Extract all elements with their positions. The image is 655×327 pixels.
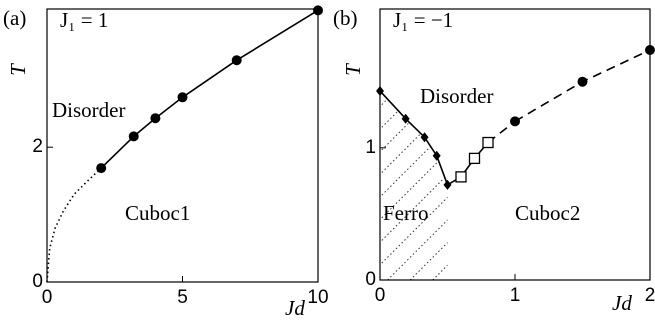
marker bbox=[401, 113, 410, 124]
marker bbox=[150, 113, 161, 124]
marker bbox=[468, 152, 481, 165]
marker bbox=[482, 136, 494, 149]
y-tick-label: 0 bbox=[365, 269, 376, 290]
annotation: Cuboc1 bbox=[125, 201, 190, 225]
series-line bbox=[46, 167, 102, 283]
x-tick-label: 0 bbox=[42, 287, 53, 308]
marker bbox=[177, 92, 188, 103]
y-tick-label: 0 bbox=[32, 271, 43, 292]
x-tick-label: 0 bbox=[375, 285, 386, 306]
marker bbox=[420, 132, 429, 143]
x-tick-label: 10 bbox=[307, 287, 328, 308]
x-axis-label: Jd bbox=[285, 296, 305, 320]
marker bbox=[128, 131, 139, 142]
marker bbox=[313, 5, 323, 16]
panel-label: (b) bbox=[333, 6, 358, 30]
plot-frame bbox=[46, 8, 319, 283]
x-tick-label: 5 bbox=[177, 287, 188, 308]
marker bbox=[432, 150, 441, 161]
marker bbox=[231, 55, 242, 66]
series-line bbox=[100, 9, 319, 169]
panel-label: (a) bbox=[3, 6, 26, 30]
annotation: J₁ = 1 bbox=[60, 8, 108, 32]
annotation: Disorder bbox=[52, 98, 125, 122]
annotation: Disorder bbox=[420, 84, 493, 108]
y-axis-label: T bbox=[341, 63, 365, 76]
annotation: Cuboc2 bbox=[515, 201, 580, 225]
x-tick-label: 2 bbox=[645, 285, 655, 306]
x-tick-label: 1 bbox=[510, 285, 521, 306]
y-tick-label: 2 bbox=[32, 136, 43, 157]
marker bbox=[96, 163, 107, 174]
annotation: Ferro bbox=[383, 201, 429, 225]
marker bbox=[577, 76, 588, 87]
marker bbox=[645, 44, 655, 55]
x-axis-label: Jd bbox=[612, 291, 632, 315]
hatched-region bbox=[380, 90, 448, 281]
marker bbox=[455, 171, 467, 183]
y-axis-label: T bbox=[6, 63, 30, 76]
y-tick-label: 1 bbox=[365, 137, 376, 158]
marker bbox=[376, 85, 384, 96]
annotation: J₁ = −1 bbox=[393, 8, 453, 32]
marker bbox=[510, 116, 520, 127]
marker bbox=[443, 179, 452, 190]
